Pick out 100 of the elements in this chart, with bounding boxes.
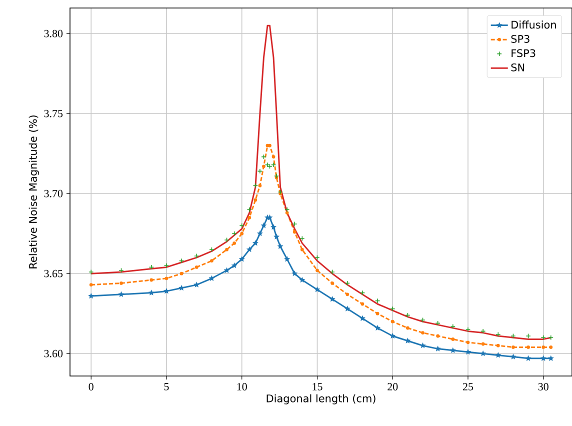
point [238, 256, 245, 262]
point [88, 269, 94, 275]
y-tick-label: 3.70 [44, 190, 63, 198]
point [540, 335, 546, 340]
x-tick-label: 15 [312, 383, 322, 390]
y-tick-label: 3.80 [44, 30, 63, 38]
point [495, 352, 502, 358]
x-tick-label: 25 [462, 383, 474, 390]
point [272, 155, 276, 158]
point [450, 347, 456, 353]
point [194, 253, 200, 259]
point [284, 207, 290, 212]
point [246, 246, 252, 252]
point [208, 275, 215, 281]
point [246, 207, 252, 212]
point [512, 346, 515, 349]
point [254, 198, 258, 202]
legend-label: Diffusion [512, 20, 556, 29]
legend-label: FSP3 [512, 49, 536, 58]
point [344, 306, 350, 312]
x-tick-label: 0 [88, 383, 94, 390]
point [256, 230, 263, 236]
point [540, 355, 546, 361]
point [376, 312, 380, 316]
point [548, 335, 554, 340]
point [260, 222, 267, 228]
point [268, 144, 272, 148]
legend-label: SP3 [511, 34, 530, 43]
point [164, 263, 170, 268]
point [496, 332, 501, 337]
point [465, 327, 471, 332]
point [359, 315, 366, 321]
point [274, 173, 280, 179]
point [548, 355, 554, 361]
y-tick-label: 3.65 [44, 270, 63, 278]
point [248, 216, 252, 220]
point [89, 283, 93, 286]
point [210, 259, 214, 262]
x-axis-title: Diagonal length (cm) [266, 394, 376, 404]
point [88, 292, 94, 299]
point [274, 234, 280, 240]
point [526, 346, 530, 349]
point [258, 184, 262, 188]
legend-label: SN [511, 63, 524, 72]
point [284, 256, 290, 262]
point [118, 291, 124, 297]
point [148, 290, 154, 296]
point [510, 354, 516, 360]
point [450, 324, 456, 329]
point [542, 346, 546, 349]
y-tick-label: 3.75 [44, 110, 63, 118]
point [466, 340, 470, 344]
point [232, 242, 236, 245]
point [481, 342, 485, 346]
point [150, 278, 154, 282]
x-tick-label: 30 [538, 383, 548, 390]
y-tick-label: 3.60 [44, 350, 63, 358]
point [239, 223, 244, 228]
point [231, 262, 238, 268]
point [451, 338, 455, 341]
point [346, 292, 350, 296]
point [374, 324, 381, 331]
point [224, 267, 230, 273]
point [549, 346, 553, 349]
point [329, 296, 336, 302]
point [299, 276, 306, 283]
point [390, 332, 396, 339]
point [270, 224, 277, 230]
point [316, 268, 319, 272]
x-tick-label: 10 [237, 383, 247, 390]
point [525, 355, 532, 361]
point [292, 270, 298, 276]
point [262, 164, 266, 168]
point [421, 331, 424, 334]
point [164, 276, 168, 280]
x-tick-label: 20 [388, 383, 398, 390]
point [300, 248, 304, 252]
point [252, 183, 258, 188]
point [464, 348, 472, 355]
point [314, 286, 320, 292]
y-axis-title: Relative Noise Magnitude (%) [28, 116, 39, 268]
x-tick-label: 5 [164, 383, 169, 390]
point [180, 272, 184, 276]
point [406, 326, 410, 330]
point [434, 346, 441, 352]
point [240, 232, 244, 236]
point [225, 248, 228, 252]
point [194, 266, 198, 269]
point [292, 230, 296, 234]
point [285, 211, 289, 214]
point [120, 282, 123, 285]
point [480, 350, 486, 356]
point [292, 221, 298, 227]
point [390, 320, 394, 324]
point [436, 334, 440, 338]
point [252, 240, 258, 246]
point [330, 282, 334, 285]
point [277, 243, 284, 249]
point [496, 344, 500, 348]
point [360, 302, 364, 306]
